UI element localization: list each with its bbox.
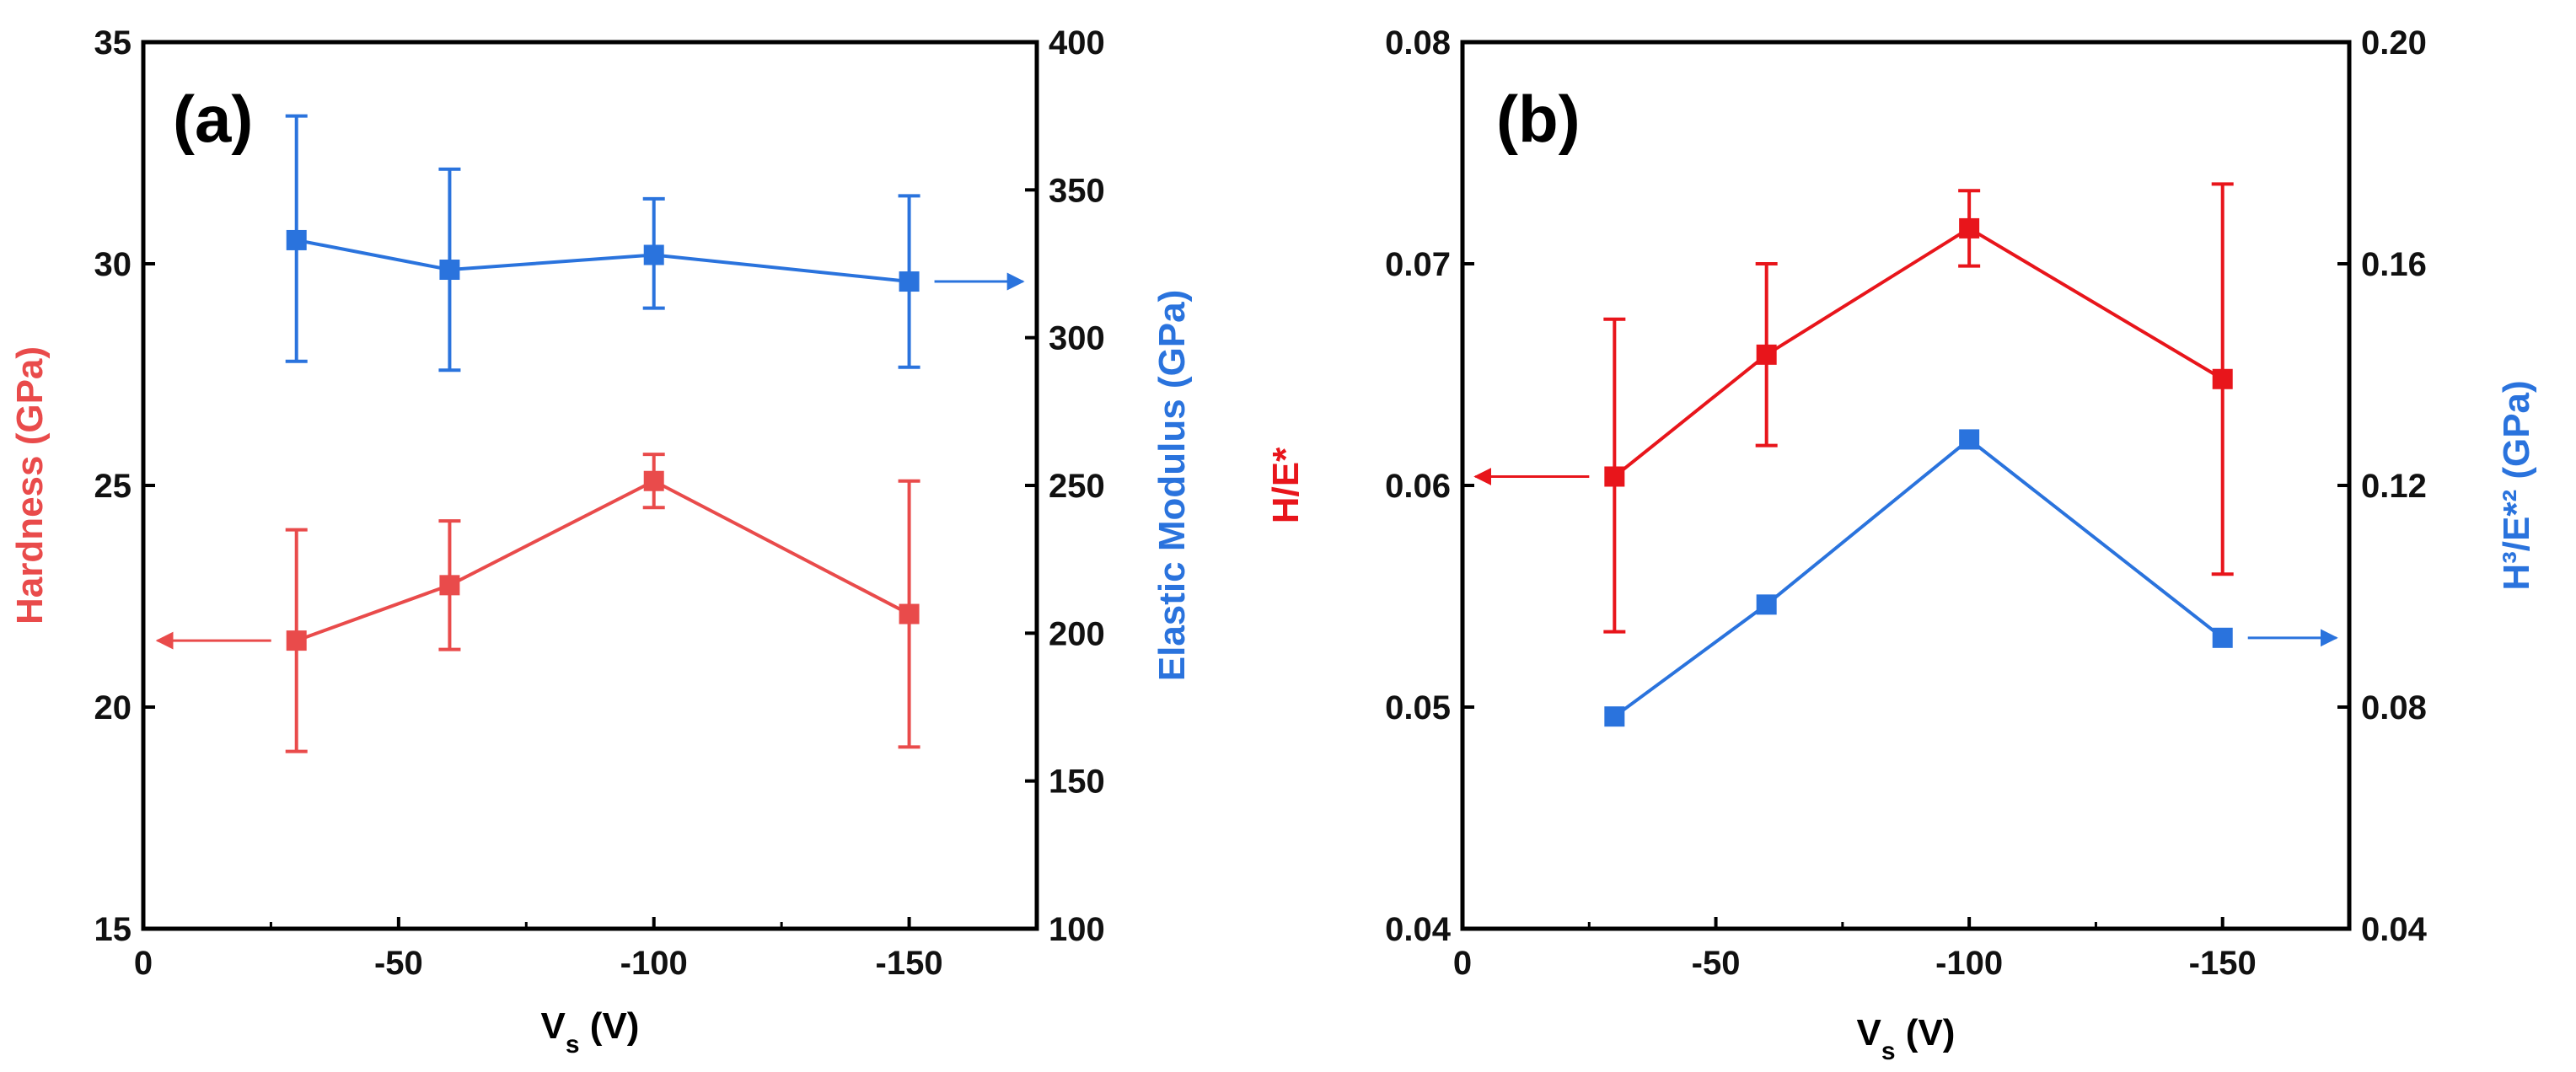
series-line <box>1613 437 2224 718</box>
data-marks <box>155 114 1025 753</box>
right-y-axis: 0.04 0.08 0.12 0.16 0.20 <box>2337 24 2428 948</box>
right-tick-label: 0.20 <box>2361 24 2427 62</box>
left-tick-label: 0.05 <box>1385 689 1451 726</box>
series-line <box>296 238 910 284</box>
left-y-axis-label: H/E* <box>1265 447 1307 523</box>
series-line <box>296 479 910 642</box>
x-tick-label: 0 <box>1453 945 1472 982</box>
x-tick-label: -100 <box>1935 945 2003 982</box>
data-point <box>1959 217 1980 239</box>
right-tick-label: 0.04 <box>2361 911 2428 948</box>
data-point <box>643 244 664 265</box>
data-point <box>1959 429 1980 450</box>
x-tick-label: 0 <box>134 945 153 982</box>
series-line <box>1613 226 2224 479</box>
left-tick-label: 0.04 <box>1385 911 1452 948</box>
panel-label: (b) <box>1496 82 1580 156</box>
data-point <box>1604 466 1625 487</box>
right-tick-label: 300 <box>1049 320 1105 357</box>
right-y-axis-label: H³/E*² (GPa) <box>2496 380 2537 590</box>
right-tick-label: 0.16 <box>2361 246 2427 283</box>
data-point <box>899 271 920 292</box>
right-tick-label: 0.12 <box>2361 468 2427 505</box>
right-tick-label: 200 <box>1049 615 1105 652</box>
left-tick-label: 0.06 <box>1385 468 1451 505</box>
plot-frame <box>141 40 1039 931</box>
right-tick-label: 250 <box>1049 468 1105 505</box>
left-tick-label: 20 <box>94 689 132 726</box>
left-tick-label: 0.07 <box>1385 246 1451 283</box>
left-y-axis-label: Hardness (GPa) <box>9 346 51 624</box>
data-point <box>1604 706 1625 727</box>
right-tick-label: 150 <box>1049 764 1105 801</box>
left-y-axis: 0.04 0.05 0.06 0.07 0.08 <box>1385 24 1474 948</box>
x-tick-label: -50 <box>1692 945 1741 982</box>
data-point <box>2212 368 2233 389</box>
x-axis: 0 -50 -100 -150 <box>134 917 1038 982</box>
data-point <box>899 603 920 624</box>
right-y-axis-label: Elastic Modulus (GPa) <box>1151 290 1193 682</box>
panel-label: (a) <box>173 82 253 156</box>
data-point <box>286 630 307 651</box>
data-point <box>439 575 460 596</box>
data-point <box>643 470 664 491</box>
left-tick-label: 35 <box>94 24 132 62</box>
x-tick-label: -100 <box>620 945 688 982</box>
data-point <box>2212 627 2233 648</box>
left-y-axis: 15 20 25 30 35 <box>94 24 155 948</box>
data-point <box>1756 344 1777 365</box>
right-tick-label: 400 <box>1049 24 1105 62</box>
left-tick-label: 15 <box>94 911 132 948</box>
right-tick-label: 100 <box>1049 911 1105 948</box>
x-tick-label: -150 <box>2189 945 2257 982</box>
x-axis: 0 -50 -100 -150 <box>1453 917 2351 982</box>
plot-frame <box>1460 40 2352 931</box>
left-tick-label: 30 <box>94 246 132 283</box>
x-tick-label: -150 <box>876 945 943 982</box>
x-axis-label: Vs (V) <box>1857 1012 1956 1065</box>
data-point <box>439 260 460 281</box>
left-tick-label: 25 <box>94 468 132 505</box>
x-axis-label: Vs (V) <box>541 1005 640 1059</box>
x-tick-label: -50 <box>374 945 423 982</box>
chart-panel-a: (a) 0 -50 -100 -150 15 20 25 30 35 100 150 200 250… <box>9 24 1193 1059</box>
chart-panel-b: (b) 0 -50 -100 -150 0.04 0.05 0.06 0.07 0.08 0.… <box>1265 24 2537 1065</box>
data-marks <box>1473 182 2338 727</box>
data-point <box>286 229 307 250</box>
right-y-axis: 100 150 200 250 300 350 400 <box>1025 24 1105 948</box>
right-tick-label: 0.08 <box>2361 689 2427 726</box>
data-point <box>1756 594 1777 615</box>
right-tick-label: 350 <box>1049 172 1105 209</box>
left-tick-label: 0.08 <box>1385 24 1451 62</box>
